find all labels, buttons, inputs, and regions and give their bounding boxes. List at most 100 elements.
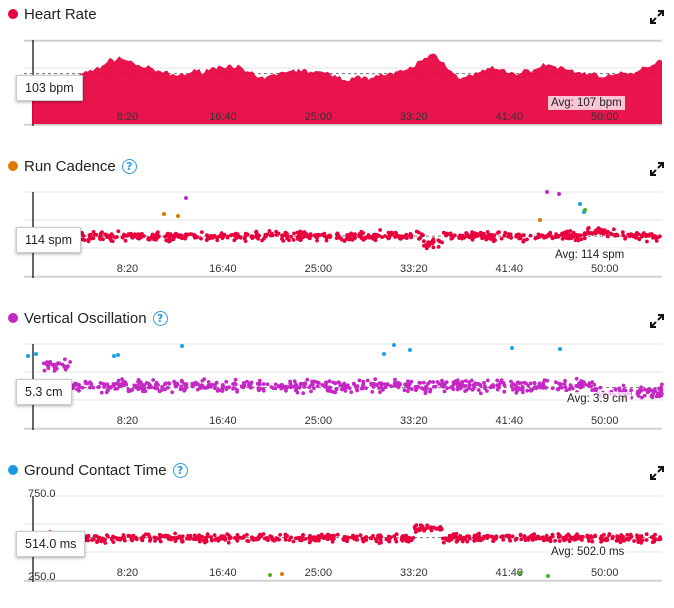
data-point [657, 394, 662, 399]
data-point [636, 232, 641, 237]
data-point [463, 384, 468, 388]
data-point [167, 381, 172, 386]
run-cadence-chart[interactable]: 8:20 16:40 25:00 33:20 41:40 50:00 [0, 152, 674, 304]
data-point [342, 538, 347, 542]
x-tick-label: 41:40 [496, 263, 524, 275]
data-point [60, 362, 65, 367]
data-point [261, 382, 266, 386]
data-point [422, 243, 426, 248]
outlier-point [408, 348, 412, 352]
data-point [573, 238, 578, 243]
heart-rate-chart[interactable]: 8:20 16:40 25:00 33:20 41:40 50:00 [0, 0, 674, 152]
data-point [643, 387, 647, 392]
data-point [52, 365, 57, 370]
data-point [422, 239, 426, 244]
data-point [198, 536, 203, 541]
outlier-point [34, 352, 38, 356]
data-point [590, 380, 595, 384]
data-point [514, 536, 519, 541]
data-point [653, 532, 657, 537]
data-point [309, 389, 313, 394]
data-point [100, 230, 104, 235]
data-point [482, 380, 486, 385]
x-tick-label: 50:00 [591, 415, 619, 427]
data-point [464, 379, 468, 383]
data-point [319, 532, 324, 537]
data-point [202, 377, 207, 381]
data-point [645, 239, 649, 244]
expand-icon[interactable] [650, 466, 664, 480]
data-point [516, 232, 521, 237]
data-point [540, 233, 544, 238]
data-point [245, 379, 250, 384]
data-point [460, 383, 465, 388]
outlier-point [578, 202, 582, 206]
ground-contact-time-title-text: Ground Contact Time [24, 461, 167, 479]
data-point [465, 232, 470, 237]
data-point [309, 383, 314, 387]
data-point [451, 532, 456, 537]
data-point [115, 386, 120, 391]
data-point [404, 236, 409, 240]
data-point [41, 361, 46, 366]
data-point [421, 233, 425, 238]
outlier-point [268, 573, 272, 577]
data-point [560, 232, 565, 237]
data-point [518, 236, 523, 240]
help-icon[interactable]: ? [152, 310, 168, 326]
data-point [364, 386, 368, 390]
expand-icon[interactable] [650, 10, 664, 24]
data-point [357, 378, 362, 383]
data-point [86, 239, 91, 244]
data-point [341, 382, 346, 387]
data-point [394, 234, 399, 239]
data-point [109, 239, 114, 243]
data-point [77, 383, 81, 387]
data-point [541, 535, 545, 540]
expand-icon[interactable] [650, 162, 664, 176]
data-point [319, 535, 324, 540]
x-tick-label: 33:20 [400, 567, 428, 579]
data-point [475, 382, 480, 386]
ground-contact-time-chart[interactable]: 8:20 16:40 25:00 33:20 41:40 50:00 [0, 456, 674, 589]
data-point [162, 387, 167, 392]
help-icon[interactable]: ? [121, 158, 137, 174]
data-point [113, 536, 118, 540]
data-point [121, 380, 126, 385]
data-point [625, 533, 630, 537]
data-point [291, 238, 296, 242]
data-point [379, 385, 384, 389]
outlier-point [557, 192, 561, 196]
data-point [653, 236, 658, 240]
data-point [109, 536, 114, 541]
data-point [470, 230, 474, 235]
data-point [400, 534, 405, 538]
vertical-oscillation-average-label: Avg: 3.9 cm [564, 392, 631, 406]
data-point [578, 233, 583, 238]
data-point [152, 237, 156, 242]
data-point [583, 232, 588, 237]
expand-icon[interactable] [650, 314, 664, 328]
data-point [138, 381, 143, 386]
data-point [298, 234, 302, 238]
help-icon[interactable]: ? [172, 462, 188, 478]
data-point [472, 383, 477, 388]
data-point [639, 534, 644, 539]
data-point [279, 386, 284, 391]
data-point [574, 376, 579, 381]
data-point [223, 538, 228, 542]
data-point [152, 386, 157, 390]
data-point [590, 539, 595, 544]
data-point [219, 537, 224, 541]
data-point [180, 234, 184, 238]
data-point [126, 533, 131, 538]
data-point [224, 379, 229, 384]
data-point [343, 387, 347, 391]
data-point [329, 389, 333, 393]
data-point [274, 233, 279, 237]
data-point [529, 388, 533, 393]
data-point [65, 365, 69, 370]
data-point [152, 535, 157, 540]
vertical-oscillation-chart[interactable]: 8:20 16:40 25:00 33:20 41:40 50:00 [0, 304, 674, 456]
data-point [92, 537, 96, 542]
